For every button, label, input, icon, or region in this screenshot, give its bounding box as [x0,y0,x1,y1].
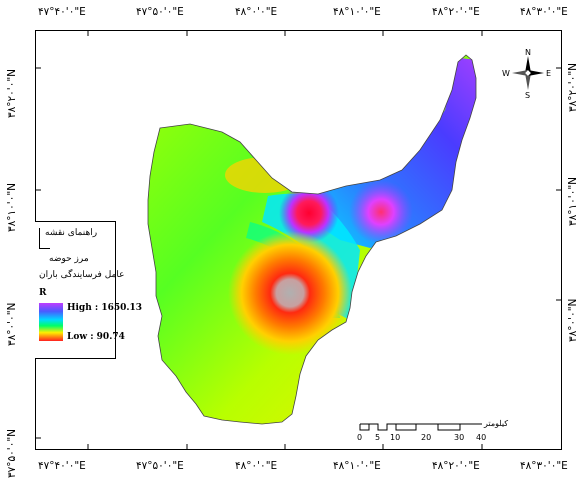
coord-top-3: ۴۸°۰'۰"E [235,6,278,18]
scale-tick-1: 5 [375,433,381,442]
north-arrow: N S W E [502,48,551,98]
basin-boundary [147,54,477,425]
north-n: N [525,48,531,57]
legend-variable: R [39,288,47,298]
coord-bottom-2: ۴۷°۵۰'۰"E [136,460,184,472]
coord-bottom-5: ۴۸°۲۰'۰"E [432,460,480,472]
scale-bar: کیلومتر 0 5 10 20 30 40 [356,418,509,448]
legend-low-label: Low : 90.74 [67,332,125,342]
coord-top-1: ۴۷°۴۰'۰"E [38,6,86,18]
coord-bottom-6: ۴۸°۳۰'۰"E [520,460,568,472]
scale-unit: کیلومتر [484,419,509,428]
legend-color-ramp [39,303,63,341]
coord-top-5: ۴۸°۲۰'۰"E [432,6,480,18]
coord-bottom-3: ۴۸°۰'۰"E [235,460,278,472]
north-s: S [525,91,530,98]
north-e: E [546,69,551,78]
scale-tick-4: 30 [454,433,465,442]
coord-bottom-4: ۴۸°۱۰'۰"E [333,460,381,472]
rainfall-erosivity-surface [148,55,476,424]
legend-high-label: High : 1650.13 [67,303,143,313]
north-w: W [502,69,510,78]
coord-bottom-1: ۴۷°۴۰'۰"E [38,460,86,472]
coord-top-4: ۴۸°۱۰'۰"E [333,6,381,18]
legend-boundary-symbol [39,228,50,249]
coord-top-6: ۴۸°۳۰'۰"E [520,6,568,18]
legend-boundary-label: مرز حوضه [49,254,89,264]
scale-tick-0: 0 [357,433,363,442]
scale-tick-3: 20 [421,433,432,442]
scale-tick-2: 10 [390,433,401,442]
legend-title: راهنمای نقشه [45,228,98,238]
legend-factor-label: عامل فرسایندگی باران [39,270,125,280]
scale-tick-5: 40 [476,433,487,442]
coord-top-2: ۴۷°۵۰'۰"E [136,6,184,18]
map-legend: راهنمای نقشه مرز حوضه عامل فرسایندگی بار… [35,221,142,359]
